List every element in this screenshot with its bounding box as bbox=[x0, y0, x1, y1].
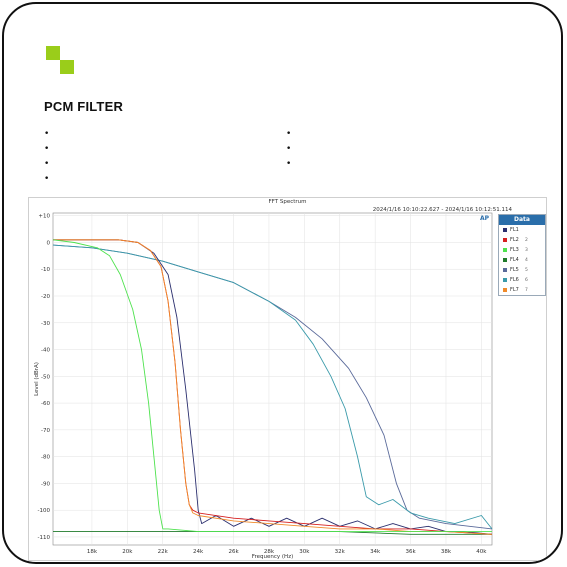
ap-logo-icon: AP bbox=[480, 215, 490, 222]
legend-number: 3 bbox=[525, 248, 528, 253]
series-line-fl6 bbox=[52, 244, 493, 530]
legend-number: 2 bbox=[525, 238, 528, 243]
legend-swatch bbox=[503, 247, 507, 252]
legend-entry-fl4: FL4 4 bbox=[499, 255, 545, 265]
x-axis-label: Frequency (Hz) bbox=[252, 554, 293, 560]
legend-number: 6 bbox=[525, 278, 528, 283]
series-line-fl3 bbox=[52, 239, 492, 533]
legend-label: FL1 bbox=[510, 227, 519, 233]
legend-swatch bbox=[503, 227, 507, 232]
x-tick-label: 26k bbox=[228, 549, 239, 555]
series-line-fl1 bbox=[53, 239, 493, 535]
legend-label: FL6 bbox=[510, 277, 519, 283]
legend-swatch bbox=[503, 277, 507, 282]
bullet-item: • bbox=[44, 174, 53, 184]
x-tick-label: 34k bbox=[370, 549, 381, 555]
bullet-list-left: • • • • bbox=[44, 127, 52, 187]
y-tick-label: -110 bbox=[38, 535, 51, 541]
legend-number: 5 bbox=[525, 268, 528, 273]
legend-title: Data bbox=[499, 215, 545, 225]
legend-label: FL2 bbox=[510, 237, 519, 243]
legend-swatch bbox=[503, 237, 507, 242]
chart-title: FFT Spectrum bbox=[268, 199, 307, 205]
bullet-item: • bbox=[286, 159, 295, 169]
x-tick-label: 20k bbox=[122, 549, 133, 555]
x-tick-label: 22k bbox=[158, 549, 169, 555]
y-tick-label: -100 bbox=[38, 508, 51, 514]
bullet-item: • bbox=[44, 144, 53, 154]
legend-entry-fl7: FL7 7 bbox=[499, 285, 545, 295]
bullet-item: • bbox=[44, 159, 53, 169]
x-tick-label: 18k bbox=[87, 549, 98, 555]
legend-entry-fl2: FL2 2 bbox=[499, 235, 545, 245]
legend-entry-fl1: FL1 bbox=[499, 225, 545, 235]
bullet-item: • bbox=[44, 129, 53, 139]
brand-logo-icon bbox=[44, 44, 76, 76]
y-tick-label: +10 bbox=[38, 214, 50, 220]
legend-label: FL7 bbox=[510, 287, 519, 293]
x-tick-label: 28k bbox=[264, 549, 275, 555]
legend-entry-fl3: FL3 3 bbox=[499, 245, 545, 255]
plot-border bbox=[52, 212, 493, 546]
legend-number: 7 bbox=[525, 288, 528, 293]
y-tick-label: -20 bbox=[41, 294, 50, 300]
bullet-item: • bbox=[286, 144, 295, 154]
y-tick-label: -60 bbox=[41, 401, 50, 407]
legend-label: FL5 bbox=[510, 267, 519, 273]
x-tick-label: 38k bbox=[441, 549, 452, 555]
legend-swatch bbox=[503, 267, 507, 272]
page-title: PCM FILTER bbox=[44, 99, 124, 114]
y-tick-label: 0 bbox=[47, 240, 51, 246]
bullet-item: • bbox=[286, 129, 295, 139]
legend-number: 4 bbox=[525, 258, 528, 263]
x-tick-label: 32k bbox=[335, 549, 346, 555]
y-tick-label: -70 bbox=[41, 428, 50, 434]
x-tick-label: 30k bbox=[299, 549, 310, 555]
y-tick-label: -90 bbox=[41, 481, 50, 487]
legend-entry-fl5: FL5 5 bbox=[499, 265, 545, 275]
legend-swatch bbox=[503, 257, 507, 262]
legend-label: FL4 bbox=[510, 257, 519, 263]
y-tick-label: -80 bbox=[41, 455, 50, 461]
y-tick-label: -40 bbox=[41, 348, 50, 354]
x-tick-label: 24k bbox=[193, 549, 204, 555]
y-tick-label: -50 bbox=[41, 374, 50, 380]
y-tick-label: -10 bbox=[41, 267, 50, 273]
legend-label: FL3 bbox=[510, 247, 519, 253]
chart-timestamp: 2024/1/16 10:10:22.627 - 2024/1/16 10:12… bbox=[372, 207, 512, 213]
fft-chart: FFT Spectrum 2024/1/16 10:10:22.627 - 20… bbox=[28, 197, 547, 561]
y-axis-label: Level (dBrA) bbox=[34, 362, 40, 396]
plot-area: +10 0 -10 -20 -30 -40 -50 -60 -70 -80 -90 -100 -110 1… bbox=[34, 212, 493, 560]
legend: Data FL1 FL2 2 FL3 3 FL4 4 FL5 5 FL6 6 FL7 7 bbox=[498, 214, 546, 296]
bullet-list-right: • • • bbox=[286, 127, 294, 172]
legend-swatch bbox=[503, 287, 507, 292]
legend-entry-fl6: FL6 6 bbox=[499, 275, 545, 285]
x-tick-label: 36k bbox=[405, 549, 416, 555]
y-tick-label: -30 bbox=[41, 321, 50, 327]
series-line-fl7 bbox=[53, 239, 493, 535]
x-tick-label: 40k bbox=[476, 549, 487, 555]
